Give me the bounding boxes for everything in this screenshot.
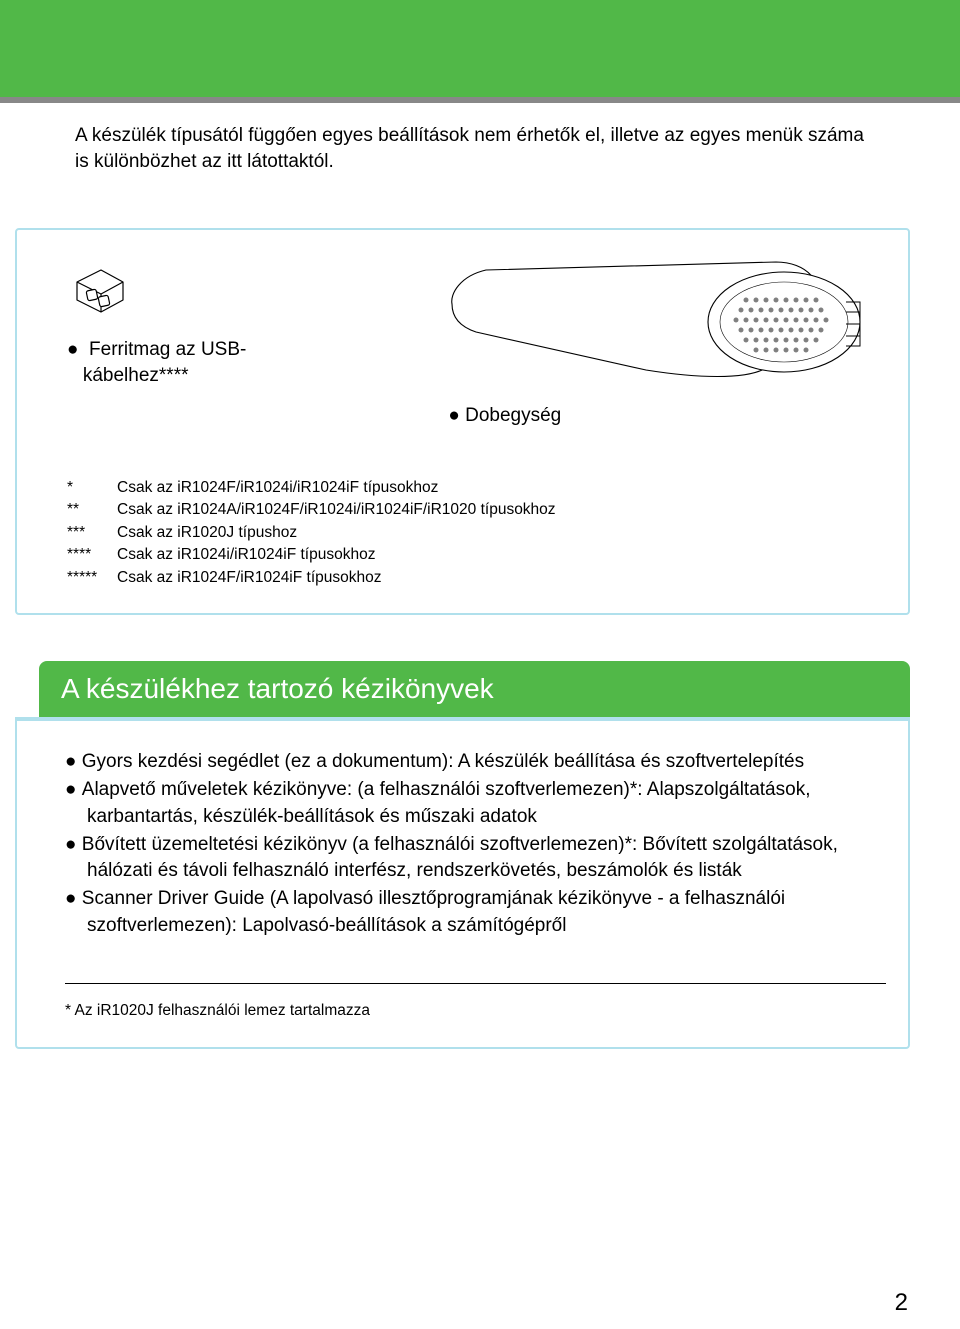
page-content: A készülék típusától függően egyes beáll… (0, 103, 960, 1049)
intro-paragraph: A készülék típusától függően egyes beáll… (75, 123, 890, 174)
note-stars: *** (67, 522, 117, 544)
item-ferrite-label-line2: kábelhez**** (83, 365, 189, 386)
ferrite-core-icon (65, 260, 139, 323)
included-items-frame: Ferritmag az USB- kábelhez**** (15, 228, 910, 615)
item-ferrite: Ferritmag az USB- kábelhez**** (65, 260, 246, 429)
item-ferrite-label: Ferritmag az USB- kábelhez**** (65, 337, 246, 388)
manuals-list: Gyors kezdési segédlet (ez a dokumentum)… (65, 749, 886, 939)
note-row: **** Csak az iR1024i/iR1024iF típusokhoz (67, 544, 888, 566)
list-item: Bővített üzemeltetési kézikönyv (a felha… (65, 832, 886, 884)
note-text: Csak az iR1024F/iR1024iF típusokhoz (117, 567, 382, 589)
note-stars: ***** (67, 567, 117, 589)
list-item: Alapvető műveletek kézikönyve: (a felhas… (65, 777, 886, 829)
section-title: A készülékhez tartozó kézikönyvek (39, 661, 910, 717)
list-item: Gyors kezdési segédlet (ez a dokumentum)… (65, 749, 886, 775)
item-drum-label: Dobegység (446, 403, 561, 429)
note-row: * Csak az iR1024F/iR1024i/iR1024iF típus… (67, 477, 888, 499)
item-ferrite-label-line1: Ferritmag az USB- (89, 339, 246, 360)
note-row: ***** Csak az iR1024F/iR1024iF típusokho… (67, 567, 888, 589)
item-drum: Dobegység (446, 260, 876, 429)
note-text: Csak az iR1024F/iR1024i/iR1024iF típusok… (117, 477, 438, 499)
green-header-band (0, 0, 960, 103)
page-number: 2 (895, 1289, 908, 1317)
note-stars: ** (67, 499, 117, 521)
note-stars: * (67, 477, 117, 499)
document-page: A készülék típusától függően egyes beáll… (0, 0, 960, 1329)
note-row: ** Csak az iR1024A/iR1024F/iR1024i/iR102… (67, 499, 888, 521)
section-footnote: * Az iR1020J felhasználói lemez tartalma… (65, 983, 886, 1021)
manuals-section: A készülékhez tartozó kézikönyvek Gyors … (15, 661, 910, 1049)
note-text: Csak az iR1020J típushoz (117, 522, 297, 544)
note-text: Csak az iR1024A/iR1024F/iR1024i/iR1024iF… (117, 499, 556, 521)
drum-unit-icon (446, 260, 876, 389)
note-text: Csak az iR1024i/iR1024iF típusokhoz (117, 544, 375, 566)
items-row: Ferritmag az USB- kábelhez**** (65, 260, 888, 429)
note-stars: **** (67, 544, 117, 566)
section-body: Gyors kezdési segédlet (ez a dokumentum)… (15, 717, 910, 1049)
note-row: *** Csak az iR1020J típushoz (67, 522, 888, 544)
footnote-star-list: * Csak az iR1024F/iR1024i/iR1024iF típus… (65, 477, 888, 589)
list-item: Scanner Driver Guide (A lapolvasó illesz… (65, 886, 886, 938)
